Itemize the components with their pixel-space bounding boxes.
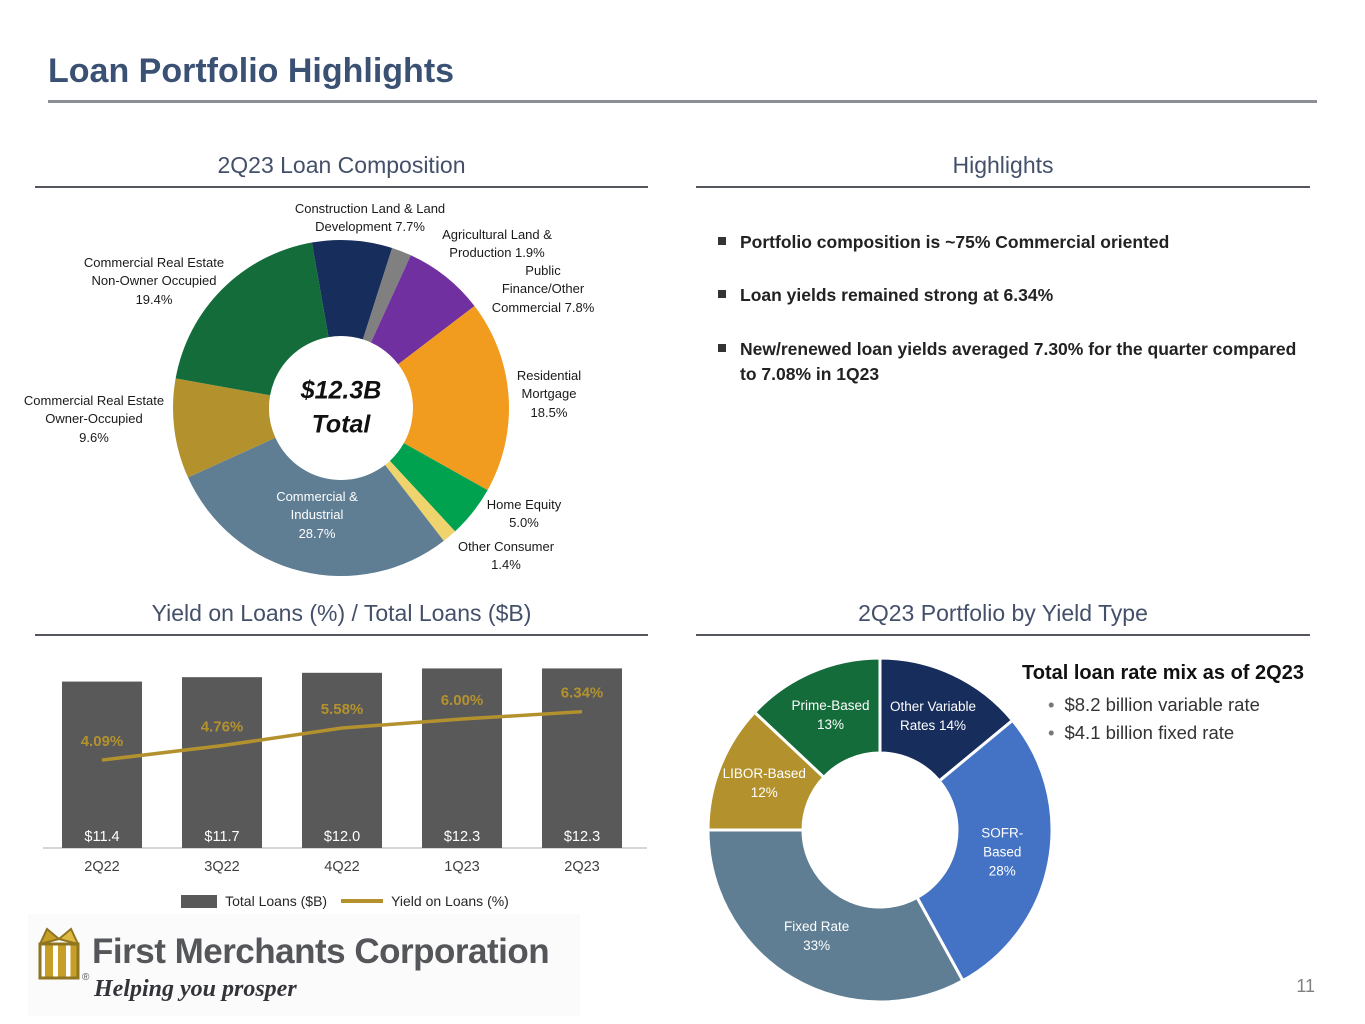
legend-bar-label: Total Loans ($B) (225, 893, 328, 909)
x-label-4Q22: 4Q22 (324, 859, 359, 875)
loan-composition-donut-svg (173, 240, 509, 577)
highlight-text: New/renewed loan yields averaged 7.30% f… (740, 338, 1297, 385)
company-logo: ® First Merchants Corporation Helping yo… (28, 914, 580, 1016)
section-underline-loan-composition (35, 186, 648, 188)
yieldtype-segment-2 (706, 828, 965, 1004)
legend-item-total-loans: Total Loans ($B) (181, 893, 327, 909)
yieldtype-label-4: Prime-Based 13% (791, 697, 870, 732)
composition-segment-6 (188, 437, 444, 577)
composition-segment-0 (311, 240, 393, 340)
rate-mix-text: $8.2 billion variable rate (1064, 694, 1260, 715)
composition-segment-5 (385, 460, 456, 541)
yieldtype-label-3: LIBOR-Based 12% (722, 766, 806, 801)
logo-box-icon (38, 927, 80, 980)
composition-segment-7 (173, 378, 276, 478)
bar-value-3Q22: $11.7 (204, 829, 239, 845)
yield-value-2Q22: 4.09% (81, 733, 124, 750)
rate-mix-bullet-0: • $8.2 billion variable rate (1048, 694, 1322, 716)
highlight-text: Portfolio composition is ~75% Commercial… (740, 232, 1170, 252)
yield-type-donut-chart: Other Variable Rates 14% SOFR-Based 28% Fi… (700, 652, 1060, 1012)
section-underline-yield-type (696, 634, 1310, 636)
composition-label-6: Commercial & Industrial 28.7% (276, 489, 358, 541)
composition-label-1: Agricultural Land & Production 1.9% (442, 227, 552, 261)
bar-value-2Q23: $12.3 (564, 829, 600, 845)
x-label-2Q23: 2Q23 (564, 859, 599, 875)
bar-4Q22 (302, 672, 382, 848)
highlight-bullet-2: New/renewed loan yields averaged 7.30% f… (718, 337, 1298, 388)
bar-2Q22 (62, 681, 142, 848)
composition-segment-4 (389, 443, 488, 532)
dot-bullet-icon: • (1048, 694, 1055, 715)
page-number: 11 (1296, 976, 1315, 996)
yield-total-loans-chart: $11.4 2Q22 $11.7 3Q22 $12.0 4Q22 $12.3 1Q23 $12.… (35, 653, 655, 888)
composition-label-2: Public Finance/Other Commercial 7.8% (491, 263, 595, 315)
bar-3Q22 (182, 677, 262, 848)
yield-value-4Q22: 5.58% (321, 701, 364, 718)
yieldtype-label-0: Other Variable Rates 14% (889, 699, 977, 734)
highlight-bullet-1: Loan yields remained strong at 6.34% (718, 283, 1298, 308)
slide-title: Loan Portfolio Highlights (48, 52, 455, 90)
bar-value-1Q23: $12.3 (444, 829, 480, 845)
bar-1Q23 (422, 668, 502, 848)
yield-value-3Q22: 4.76% (201, 719, 244, 736)
section-title-loan-composition: 2Q23 Loan Composition (217, 152, 466, 178)
x-label-3Q22: 3Q22 (204, 859, 239, 875)
section-title-yield-type: 2Q23 Portfolio by Yield Type (858, 600, 1148, 626)
rate-mix-text: $4.1 billion fixed rate (1064, 722, 1235, 743)
rate-mix-bullet-1: • $4.1 billion fixed rate (1048, 722, 1322, 744)
composition-label-5: Other Consumer 1.4% (457, 539, 555, 573)
yieldtype-segment-4 (752, 656, 882, 780)
yield-value-1Q23: 6.00% (441, 692, 484, 709)
chart-legend: Total Loans ($B) Yield on Loans (%) (35, 893, 655, 909)
composition-segment-2 (370, 255, 475, 365)
composition-segment-8 (175, 242, 329, 396)
bar-2Q23 (542, 668, 622, 848)
composition-label-4: Home Equity 5.0% (486, 497, 562, 531)
bar-value-4Q22: $12.0 (324, 829, 360, 845)
dot-bullet-icon: • (1048, 722, 1055, 743)
loan-composition-donut-chart: $12.3B Total Construction Land & Land De… (24, 192, 650, 592)
registered-mark: ® (82, 972, 90, 983)
yield-total-loans-svg: $11.4 2Q22 $11.7 3Q22 $12.0 4Q22 $12.3 1Q23 $12.… (43, 668, 647, 875)
composition-segment-1 (362, 247, 411, 343)
yieldtype-label-2: Fixed Rate 33% (783, 919, 850, 954)
highlight-bullet-0: Portfolio composition is ~75% Commercial… (718, 230, 1298, 255)
highlights-list: Portfolio composition is ~75% Commercial… (718, 230, 1298, 388)
rate-mix-title: Total loan rate mix as of 2Q23 (1022, 662, 1304, 684)
legend-item-yield: Yield on Loans (%) (341, 893, 509, 909)
bar-value-2Q22: $11.4 (84, 829, 119, 845)
title-underline (48, 100, 1317, 103)
legend-line-label: Yield on Loans (%) (391, 893, 509, 909)
rate-mix-note: Total loan rate mix as of 2Q23 • $8.2 bil… (1022, 662, 1322, 750)
highlights-section: Portfolio composition is ~75% Commercial… (718, 230, 1298, 416)
yield-line (101, 709, 583, 762)
square-bullet-icon (718, 343, 726, 352)
composition-segment-3 (398, 306, 509, 491)
yieldtype-segment-1 (915, 718, 1054, 983)
composition-label-8: Commercial Real Estate Non-Owner Occupie… (83, 255, 225, 307)
composition-label-7: Commercial Real Estate Owner-Occupied 9.… (23, 393, 165, 445)
square-bullet-icon (718, 237, 726, 245)
section-title-highlights: Highlights (952, 152, 1054, 178)
yieldtype-label-1: SOFR-Based 28% (981, 825, 1024, 879)
x-label-1Q23: 1Q23 (444, 859, 479, 875)
logo-company-name: First Merchants Corporation (92, 932, 550, 971)
line-swatch-icon (341, 899, 384, 903)
composition-label-0: Construction Land & Land Development 7.7… (294, 201, 446, 235)
section-underline-highlights (696, 186, 1310, 188)
rate-mix-list: • $8.2 billion variable rate • $4.1 billion… (1022, 694, 1322, 744)
section-title-yield-total-loans: Yield on Loans (%) / Total Loans ($B) (151, 600, 532, 626)
x-label-2Q22: 2Q22 (84, 859, 119, 875)
composition-label-3: Residential Mortgage 18.5% (516, 368, 582, 420)
section-underline-yield-total-loans (35, 634, 648, 636)
bar-swatch-icon (181, 894, 218, 908)
yield-type-donut-svg (706, 656, 1054, 1004)
square-bullet-icon (718, 290, 726, 299)
yield-value-2Q23: 6.34% (561, 685, 604, 702)
highlight-text: Loan yields remained strong at 6.34% (740, 285, 1054, 306)
donut-center-total-label: $12.3B Total (300, 376, 382, 438)
logo-tagline: Helping you prosper (94, 976, 297, 1002)
